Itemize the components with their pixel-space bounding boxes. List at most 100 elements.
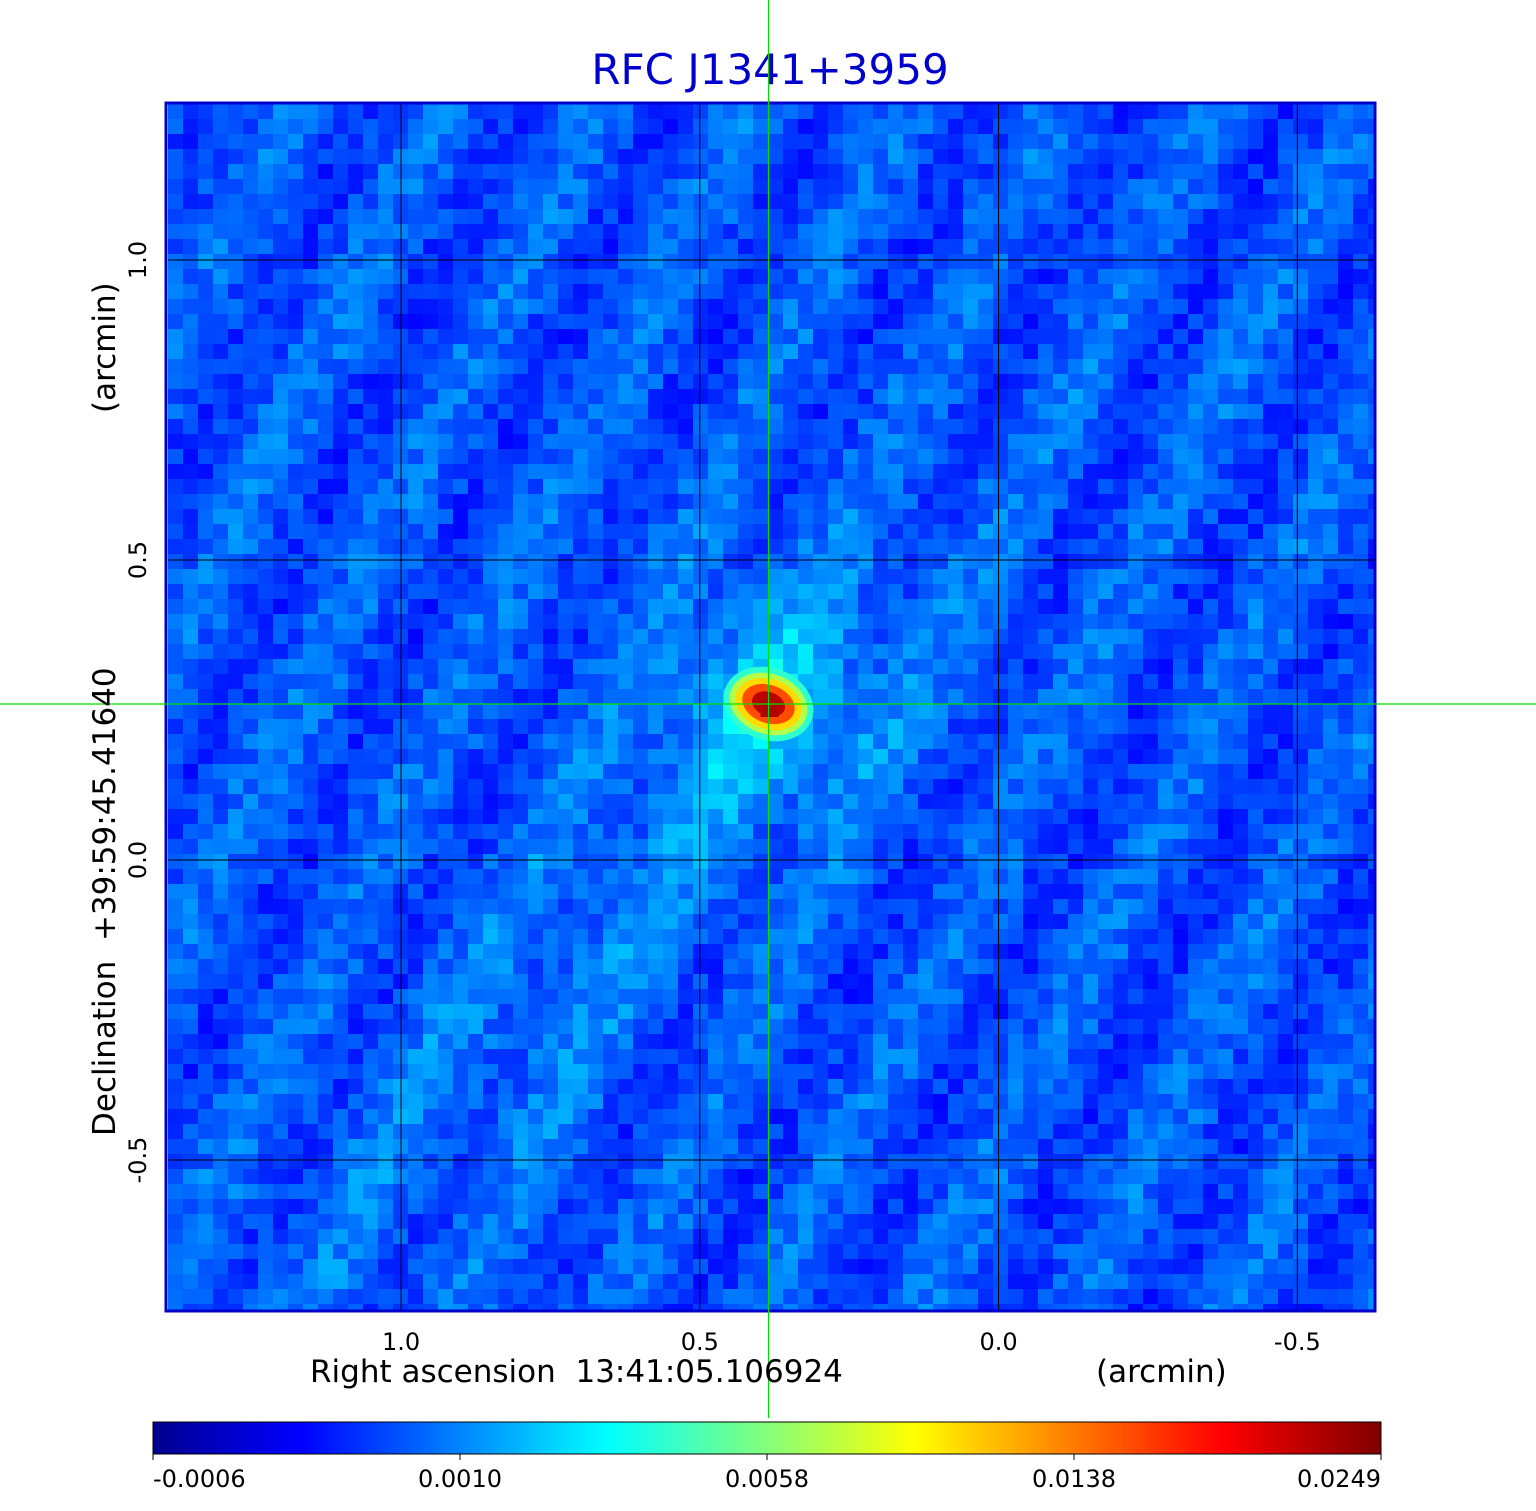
heatmap-cell bbox=[183, 254, 199, 270]
heatmap-cell bbox=[1308, 914, 1324, 930]
heatmap-cell bbox=[1308, 359, 1324, 375]
heatmap-cell bbox=[468, 809, 484, 825]
heatmap-cell bbox=[453, 989, 469, 1005]
heatmap-cell bbox=[828, 944, 844, 960]
heatmap-cell bbox=[993, 869, 1009, 885]
heatmap-cell bbox=[858, 419, 874, 435]
heatmap-cell bbox=[1068, 944, 1084, 960]
heatmap-cell bbox=[1068, 599, 1084, 615]
heatmap-cell bbox=[1143, 449, 1159, 465]
heatmap-cell bbox=[693, 719, 709, 735]
heatmap-cell bbox=[1143, 884, 1159, 900]
heatmap-cell bbox=[333, 779, 349, 795]
heatmap-cell bbox=[408, 539, 424, 555]
heatmap-cell bbox=[1293, 1004, 1309, 1020]
heatmap-cell bbox=[693, 644, 709, 660]
heatmap-cell bbox=[648, 779, 664, 795]
heatmap-cell bbox=[228, 899, 244, 915]
heatmap-cell bbox=[1173, 884, 1189, 900]
heatmap-cell bbox=[1338, 959, 1354, 975]
heatmap-cell bbox=[858, 584, 874, 600]
heatmap-cell bbox=[723, 494, 739, 510]
heatmap-cell bbox=[198, 749, 214, 765]
heatmap-cell bbox=[963, 419, 979, 435]
heatmap-cell bbox=[1113, 944, 1129, 960]
heatmap-cell bbox=[1173, 914, 1189, 930]
heatmap-cell bbox=[363, 494, 379, 510]
heatmap-cell bbox=[693, 149, 709, 165]
heatmap-cell bbox=[603, 524, 619, 540]
heatmap-cell bbox=[813, 449, 829, 465]
heatmap-cell bbox=[1143, 1004, 1159, 1020]
heatmap-cell bbox=[228, 554, 244, 570]
heatmap-cell bbox=[603, 269, 619, 285]
heatmap-cell bbox=[1128, 854, 1144, 870]
heatmap-cell bbox=[198, 989, 214, 1005]
heatmap-cell bbox=[1248, 749, 1264, 765]
heatmap-cell bbox=[1188, 284, 1204, 300]
heatmap-cell bbox=[828, 329, 844, 345]
heatmap-cell bbox=[1188, 719, 1204, 735]
heatmap-cell bbox=[408, 764, 424, 780]
heatmap-cell bbox=[603, 809, 619, 825]
heatmap-cell bbox=[828, 449, 844, 465]
heatmap-cell bbox=[1218, 269, 1234, 285]
heatmap-cell bbox=[183, 584, 199, 600]
heatmap-cell bbox=[738, 224, 754, 240]
heatmap-cell bbox=[1173, 959, 1189, 975]
heatmap-cell bbox=[183, 599, 199, 615]
heatmap-cell bbox=[1248, 539, 1264, 555]
heatmap-cell bbox=[1293, 104, 1309, 120]
heatmap-cell bbox=[1218, 854, 1234, 870]
heatmap-cell bbox=[483, 749, 499, 765]
heatmap-cell bbox=[693, 659, 709, 675]
heatmap-cell bbox=[1368, 419, 1375, 435]
heatmap-cell bbox=[438, 299, 454, 315]
heatmap-cell bbox=[273, 119, 289, 135]
heatmap-cell bbox=[753, 554, 769, 570]
heatmap-cell bbox=[1038, 209, 1054, 225]
heatmap-cell bbox=[1263, 239, 1279, 255]
heatmap-cell bbox=[1083, 479, 1099, 495]
heatmap-cell bbox=[438, 194, 454, 210]
heatmap-cell bbox=[378, 659, 394, 675]
heatmap-cell bbox=[1203, 479, 1219, 495]
heatmap-cell bbox=[1308, 554, 1324, 570]
heatmap-cell bbox=[663, 974, 679, 990]
heatmap-cell bbox=[678, 974, 694, 990]
heatmap-cell bbox=[1068, 1004, 1084, 1020]
heatmap-cell bbox=[1083, 509, 1099, 525]
heatmap-cell bbox=[918, 839, 934, 855]
heatmap-cell bbox=[1338, 824, 1354, 840]
heatmap-cell bbox=[243, 719, 259, 735]
heatmap-cell bbox=[843, 884, 859, 900]
heatmap-cell bbox=[648, 434, 664, 450]
heatmap-cell bbox=[378, 314, 394, 330]
heatmap-cell bbox=[198, 449, 214, 465]
heatmap-cell bbox=[288, 704, 304, 720]
heatmap-cell bbox=[243, 734, 259, 750]
heatmap-cell bbox=[1233, 659, 1249, 675]
heatmap-cell bbox=[1158, 524, 1174, 540]
heatmap-cell bbox=[348, 434, 364, 450]
heatmap-cell bbox=[573, 389, 589, 405]
heatmap-cell bbox=[693, 494, 709, 510]
heatmap-cell bbox=[243, 449, 259, 465]
heatmap-cell bbox=[1098, 779, 1114, 795]
heatmap-cell bbox=[288, 269, 304, 285]
heatmap-cell bbox=[1128, 884, 1144, 900]
heatmap-cell bbox=[843, 869, 859, 885]
heatmap-cell bbox=[1218, 794, 1234, 810]
heatmap-cell bbox=[633, 584, 649, 600]
heatmap-cell bbox=[483, 329, 499, 345]
heatmap-cell bbox=[903, 464, 919, 480]
heatmap-cell bbox=[1278, 254, 1294, 270]
heatmap-cell bbox=[1053, 929, 1069, 945]
heatmap-cell bbox=[573, 584, 589, 600]
heatmap-cell bbox=[918, 929, 934, 945]
heatmap-cell bbox=[603, 959, 619, 975]
heatmap-cell bbox=[333, 839, 349, 855]
heatmap-cell bbox=[513, 179, 529, 195]
heatmap-cell bbox=[798, 344, 814, 360]
